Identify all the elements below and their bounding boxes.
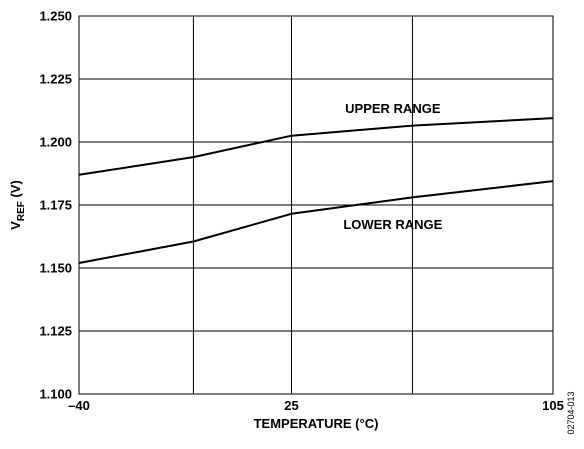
x-tick-label: 25 xyxy=(284,398,298,413)
y-tick-label: 1.100 xyxy=(39,387,72,402)
y-tick-label: 1.250 xyxy=(39,9,72,24)
series-line-lower-range xyxy=(78,180,554,264)
y-tick-label: 1.175 xyxy=(39,198,72,213)
y-axis-title-main: V xyxy=(8,221,23,230)
y-tick-labels: 1.100 1.125 1.150 1.175 1.200 1.225 1.250 xyxy=(39,9,72,402)
y-axis-title-suffix: (V) xyxy=(8,180,23,201)
y-tick-label: 1.150 xyxy=(39,261,72,276)
series-line-upper-range xyxy=(78,117,554,176)
series-annotations: UPPER RANGE LOWER RANGE xyxy=(343,101,442,232)
y-tick-label: 1.200 xyxy=(39,135,72,150)
y-tick-label: 1.125 xyxy=(39,324,72,339)
series-annotation: UPPER RANGE xyxy=(345,101,441,116)
y-axis-title-subscript: REF xyxy=(16,201,27,221)
x-axis-title: TEMPERATURE (°C) xyxy=(254,416,379,431)
series-annotation: LOWER RANGE xyxy=(343,217,442,232)
x-tick-label: 105 xyxy=(542,398,564,413)
x-tick-label: –40 xyxy=(68,398,90,413)
figure-id: 02704-013 xyxy=(566,391,576,434)
gridlines xyxy=(78,15,554,395)
y-axis-title: VREF (V) xyxy=(8,180,27,230)
x-tick-labels: –40 25 105 xyxy=(68,398,564,413)
plot-frame xyxy=(78,15,554,395)
series-lines xyxy=(78,117,554,264)
y-tick-label: 1.225 xyxy=(39,72,72,87)
